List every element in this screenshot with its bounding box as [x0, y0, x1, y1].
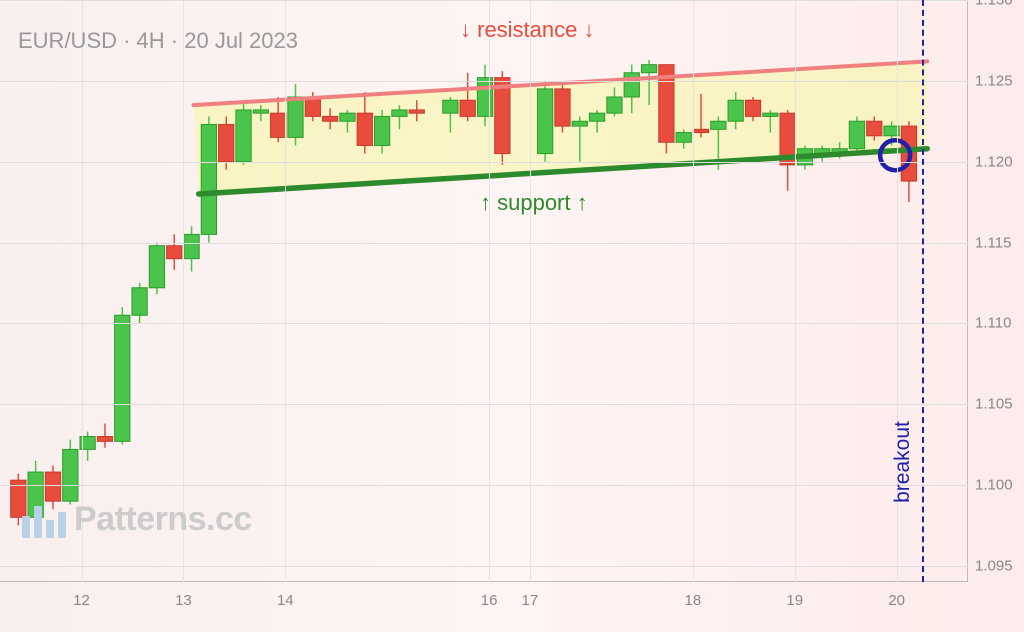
- y-tick-label: 1.105: [975, 396, 1024, 413]
- breakout-label: breakout: [891, 421, 915, 503]
- candle-body: [443, 100, 458, 113]
- candle-body: [728, 100, 743, 121]
- y-tick-label: 1.100: [975, 477, 1024, 494]
- candle-body: [641, 65, 656, 73]
- plot-area: [0, 0, 968, 582]
- gridline-h: [0, 243, 968, 244]
- gridline-h: [0, 0, 968, 1]
- candle-body: [288, 97, 303, 137]
- candle-body: [555, 89, 570, 126]
- breakout-line: [922, 0, 924, 582]
- support-label: ↑ support ↑: [480, 190, 588, 216]
- x-tick-label: 13: [175, 592, 192, 609]
- candle-body: [607, 97, 622, 113]
- candle-body: [392, 110, 407, 116]
- x-tick-label: 16: [481, 592, 498, 609]
- candle-body: [45, 472, 60, 501]
- resistance-label: ↓ resistance ↓: [460, 17, 595, 43]
- candle-body: [745, 100, 760, 116]
- y-tick-label: 1.130: [975, 0, 1024, 9]
- x-tick-label: 18: [685, 592, 702, 609]
- candle-body: [711, 121, 726, 129]
- candle-body: [589, 113, 604, 121]
- y-tick-label: 1.095: [975, 557, 1024, 574]
- candle-body: [693, 129, 708, 132]
- candle-body: [201, 124, 216, 234]
- gridline-v: [693, 0, 694, 582]
- candle-body: [115, 315, 130, 441]
- x-tick-label: 12: [73, 592, 90, 609]
- watermark: Patterns.cc: [22, 500, 252, 539]
- watermark-icon: [22, 502, 66, 538]
- candle-body: [849, 121, 864, 148]
- x-tick-label: 20: [888, 592, 905, 609]
- candle-body: [184, 234, 199, 258]
- gridline-h: [0, 404, 968, 405]
- y-tick-label: 1.110: [975, 315, 1024, 332]
- gridline-h: [0, 323, 968, 324]
- gridline-v: [82, 0, 83, 582]
- candle-body: [537, 89, 552, 154]
- candle-body: [97, 437, 112, 442]
- gridline-v: [795, 0, 796, 582]
- gridline-h: [0, 81, 968, 82]
- candle-body: [63, 449, 78, 501]
- candle-body: [132, 288, 147, 315]
- candle-body: [322, 116, 337, 121]
- candle-body: [340, 113, 355, 121]
- y-tick-label: 1.115: [975, 234, 1024, 251]
- candle-body: [867, 121, 882, 136]
- candle-body: [624, 73, 639, 97]
- x-tick-label: 17: [522, 592, 539, 609]
- candle-body: [409, 110, 424, 113]
- gridline-h: [0, 485, 968, 486]
- candle-body: [460, 100, 475, 116]
- candle-body: [219, 124, 234, 161]
- candle-body: [236, 110, 251, 162]
- gridline-v: [489, 0, 490, 582]
- watermark-text: Patterns.cc: [74, 500, 252, 539]
- candle-body: [676, 133, 691, 143]
- y-tick-label: 1.125: [975, 72, 1024, 89]
- candle-body: [271, 113, 286, 137]
- x-tick-label: 19: [786, 592, 803, 609]
- candle-body: [149, 246, 164, 288]
- gridline-v: [183, 0, 184, 582]
- gridline-h: [0, 566, 968, 567]
- chart-title: EUR/USD · 4H · 20 Jul 2023: [18, 28, 298, 54]
- candle-body: [357, 113, 372, 145]
- candle-layer: [0, 0, 968, 582]
- gridline-v: [285, 0, 286, 582]
- gridline-h: [0, 162, 968, 163]
- y-tick-label: 1.120: [975, 153, 1024, 170]
- candle-body: [167, 246, 182, 259]
- candle-body: [477, 78, 492, 117]
- candle-body: [374, 116, 389, 145]
- candle-body: [572, 121, 587, 126]
- candle-body: [763, 113, 778, 116]
- candle-body: [253, 110, 268, 113]
- x-tick-label: 14: [277, 592, 294, 609]
- gridline-v: [530, 0, 531, 582]
